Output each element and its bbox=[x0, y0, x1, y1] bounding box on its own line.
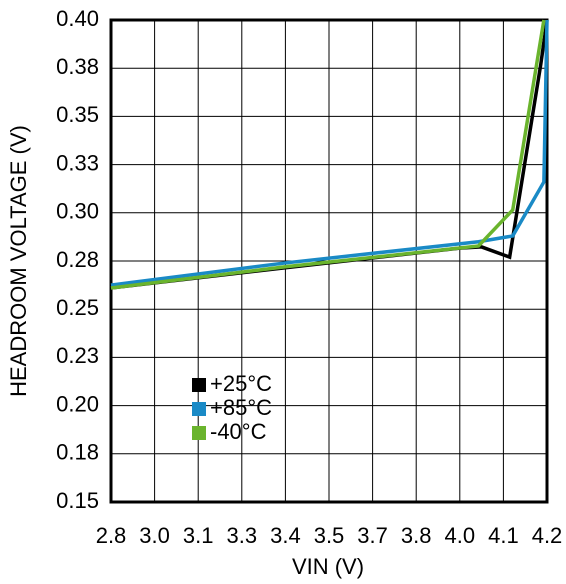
series-line bbox=[110, 19, 546, 290]
x-tick-label: 3.4 bbox=[270, 523, 301, 548]
y-tick-label: 0.40 bbox=[56, 6, 99, 31]
x-tick-label: 3.8 bbox=[401, 523, 432, 548]
y-tick-label: 0.33 bbox=[56, 150, 99, 175]
y-tick-label: 0.38 bbox=[56, 54, 99, 79]
series-line bbox=[110, 19, 549, 287]
y-tick-label: 0.28 bbox=[56, 247, 99, 272]
x-tick-label: 4.0 bbox=[445, 523, 476, 548]
y-tick-label: 0.35 bbox=[56, 102, 99, 127]
y-tick-label: 0.20 bbox=[56, 391, 99, 416]
x-tick-label: 3.3 bbox=[227, 523, 258, 548]
x-tick-label: 4.1 bbox=[488, 523, 519, 548]
y-tick-label: 0.30 bbox=[56, 199, 99, 224]
plot-frame bbox=[109, 18, 549, 504]
x-tick-label: 3.1 bbox=[183, 523, 214, 548]
legend-swatch bbox=[192, 378, 206, 392]
y-tick-label: 0.15 bbox=[56, 488, 99, 513]
y-tick-label: 0.18 bbox=[56, 440, 99, 465]
x-tick-label: 3.5 bbox=[314, 523, 345, 548]
legend-label: +85°C bbox=[210, 395, 272, 420]
x-tick-label: 3.7 bbox=[357, 523, 388, 548]
legend-label: +25°C bbox=[210, 371, 272, 396]
x-axis-label: VIN (V) bbox=[292, 554, 364, 579]
legend-swatch bbox=[192, 402, 206, 416]
legend-label: -40°C bbox=[210, 419, 267, 444]
x-tick-label: 3.0 bbox=[139, 523, 170, 548]
legend-swatch bbox=[192, 426, 206, 440]
x-tick-label: 2.8 bbox=[96, 523, 127, 548]
y-axis-label: HEADROOM VOLTAGE (V) bbox=[6, 125, 31, 397]
y-tick-label: 0.25 bbox=[56, 295, 99, 320]
x-tick-label: 4.2 bbox=[532, 523, 563, 548]
y-tick-label: 0.23 bbox=[56, 343, 99, 368]
